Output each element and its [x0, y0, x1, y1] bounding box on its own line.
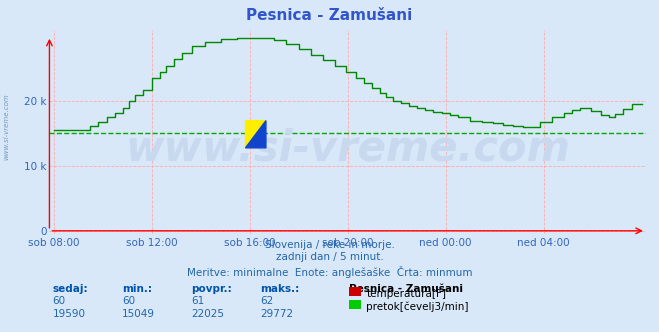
Polygon shape [246, 121, 266, 148]
Text: 61: 61 [191, 296, 204, 306]
Text: Meritve: minimalne  Enote: anglešaške  Črta: minmum: Meritve: minimalne Enote: anglešaške Črt… [186, 266, 473, 278]
Text: min.:: min.: [122, 284, 152, 294]
Text: www.si-vreme.com: www.si-vreme.com [3, 93, 10, 160]
Text: povpr.:: povpr.: [191, 284, 232, 294]
Text: maks.:: maks.: [260, 284, 300, 294]
Text: pretok[čevelj3/min]: pretok[čevelj3/min] [366, 301, 469, 312]
Polygon shape [246, 121, 266, 148]
Text: 60: 60 [53, 296, 66, 306]
Text: 60: 60 [122, 296, 135, 306]
Text: temperatura[F]: temperatura[F] [366, 289, 446, 298]
Text: www.si-vreme.com: www.si-vreme.com [125, 127, 570, 169]
Text: 62: 62 [260, 296, 273, 306]
Text: 22025: 22025 [191, 309, 224, 319]
Text: 15049: 15049 [122, 309, 155, 319]
Text: 29772: 29772 [260, 309, 293, 319]
Text: sedaj:: sedaj: [53, 284, 88, 294]
Text: Pesnica - Zamušani: Pesnica - Zamušani [349, 284, 463, 294]
Text: zadnji dan / 5 minut.: zadnji dan / 5 minut. [275, 252, 384, 262]
Text: Slovenija / reke in morje.: Slovenija / reke in morje. [264, 240, 395, 250]
Text: Pesnica - Zamušani: Pesnica - Zamušani [246, 8, 413, 23]
Text: 19590: 19590 [53, 309, 86, 319]
